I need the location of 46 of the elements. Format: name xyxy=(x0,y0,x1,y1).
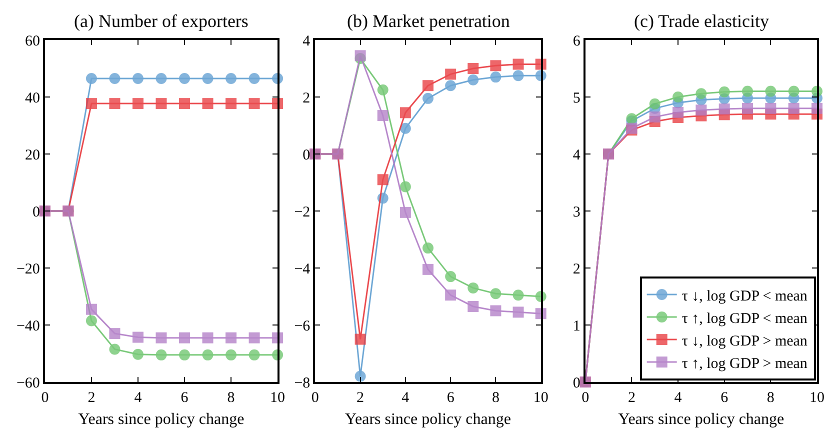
y-tick-label: 40 xyxy=(24,90,40,106)
y-tick-label: 20 xyxy=(24,147,40,164)
y-tick-label: 4 xyxy=(572,147,581,164)
y-tick-label: 4 xyxy=(302,33,311,50)
y-tick-label: 2 xyxy=(302,90,310,106)
y-tick-label: 0 xyxy=(302,147,310,164)
y-tick-label: −4 xyxy=(294,261,311,278)
y-tick-label: 60 xyxy=(24,33,40,50)
x-tick-label: 4 xyxy=(402,390,410,406)
x-tick-label: 8 xyxy=(492,390,500,406)
x-tick-label: 6 xyxy=(446,390,455,406)
y-tick-label: 2 xyxy=(572,261,580,278)
x-tick-label: 4 xyxy=(674,390,682,406)
y-tick-label: 1 xyxy=(572,318,580,334)
y-tick-label: −20 xyxy=(16,261,40,278)
x-tick-label: 4 xyxy=(134,390,142,406)
x-tick-label: 2 xyxy=(356,390,364,406)
chart-title: (b) Market penetration xyxy=(347,11,510,31)
x-tick-label: 10 xyxy=(533,390,548,406)
legend-label: τ ↓, log GDP < mean xyxy=(682,288,808,304)
x-axis-title: Years since policy change xyxy=(78,411,244,428)
chart-title: (a) Number of exporters xyxy=(74,11,248,31)
x-tick-label: 8 xyxy=(766,390,774,406)
x-tick-label: 10 xyxy=(810,390,825,406)
y-tick-label: −40 xyxy=(16,318,40,334)
x-tick-label: 6 xyxy=(180,390,189,406)
y-tick-label: −8 xyxy=(294,375,310,392)
y-tick-label: 5 xyxy=(572,90,580,106)
y-tick-label: 0 xyxy=(32,204,40,220)
x-axis-title: Years since policy change xyxy=(618,411,784,428)
chart-title: (c) Trade elasticity xyxy=(634,11,769,31)
x-tick-label: 6 xyxy=(720,390,729,406)
legend-label: τ ↑, log GDP < mean xyxy=(682,310,808,327)
legend-label: τ ↑, log GDP > mean xyxy=(682,356,808,372)
x-axis-title: Years since policy change xyxy=(345,411,511,428)
x-tick-label: 2 xyxy=(88,390,96,406)
legend-label: τ ↓, log GDP > mean xyxy=(682,333,808,350)
y-tick-label: −60 xyxy=(16,375,40,392)
x-tick-label: 10 xyxy=(270,390,286,406)
y-tick-label: 3 xyxy=(572,204,580,220)
y-tick-label: 6 xyxy=(572,33,581,50)
y-tick-label: 0 xyxy=(572,375,580,392)
x-tick-label: 8 xyxy=(227,390,235,406)
y-tick-label: −6 xyxy=(294,318,311,334)
y-tick-label: −2 xyxy=(294,204,310,220)
x-tick-label: 2 xyxy=(628,390,636,406)
